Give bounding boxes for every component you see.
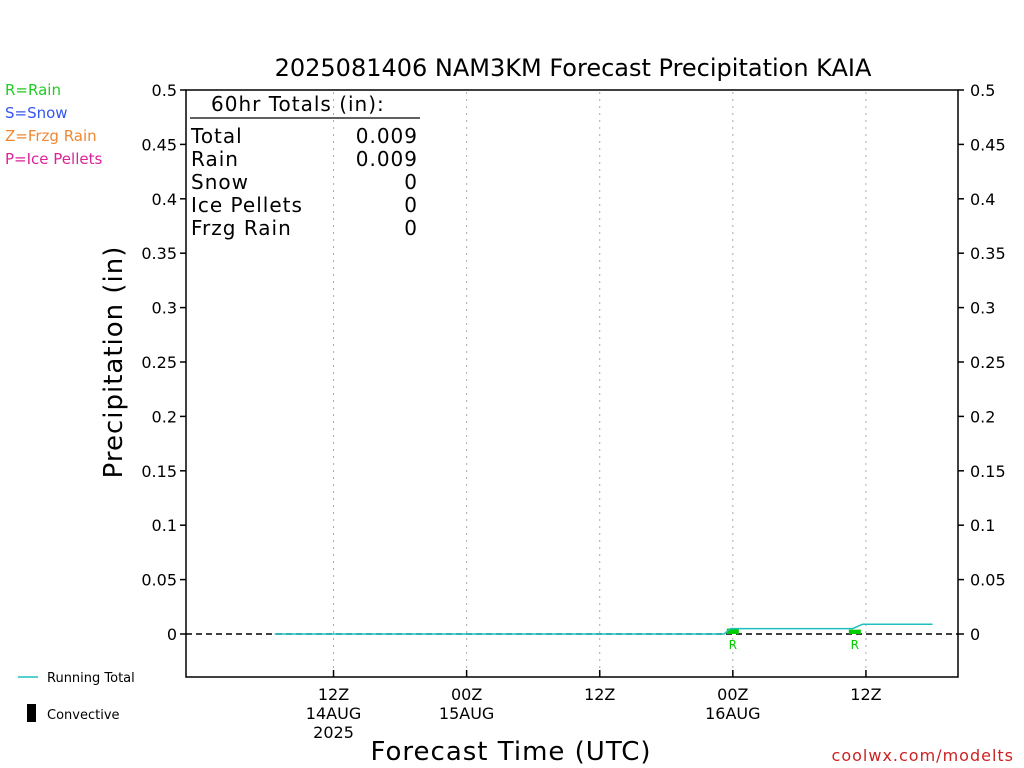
running-total-line: [274, 623, 933, 635]
x-tick-label: 12Z: [584, 685, 615, 704]
totals-row-value: 0: [404, 216, 418, 240]
y-tick-label-right: 0.15: [970, 462, 1006, 481]
y-axis-label: Precipitation (in): [99, 246, 129, 479]
y-tick-label-right: 0.4: [970, 190, 995, 209]
y-tick-label-left: 0: [167, 625, 177, 644]
legend-frzg-rain: Z=Frzg Rain: [5, 127, 97, 145]
y-tick-label-right: 0.25: [970, 353, 1006, 372]
totals-row-value: 0.009: [356, 147, 418, 171]
y-tick-label-left: 0.45: [141, 135, 177, 154]
x-tick-date-label: 16AUG: [705, 704, 760, 723]
totals-box: 60hr Totals (in): Total 0.009 Rain 0.009 Sno…: [190, 92, 420, 240]
y-tick-label-left: 0.1: [152, 516, 177, 535]
chart-title: 2025081406 NAM3KM Forecast Precipitation…: [275, 54, 872, 82]
totals-rows: Total 0.009 Rain 0.009 Snow 0 Ice Pellets 0 Frzg…: [190, 124, 418, 240]
x-axis-label: Forecast Time (UTC): [370, 737, 651, 767]
totals-row-label: Total: [190, 124, 243, 148]
legend-snow: S=Snow: [5, 104, 68, 122]
rain-bar: [848, 629, 861, 634]
rain-bar: [726, 628, 739, 634]
totals-row-label: Frzg Rain: [191, 216, 292, 240]
y-tick-label-right: 0.1: [970, 516, 995, 535]
precip-type-label: R: [729, 638, 737, 652]
running-total-legend-label: Running Total: [47, 671, 135, 686]
totals-row-value: 0.009: [356, 124, 418, 148]
y-tick-label-left: 0.35: [141, 244, 177, 263]
totals-row-value: 0: [404, 193, 418, 217]
y-tick-label-right: 0: [970, 625, 980, 644]
x-tick-label: 12Z: [318, 685, 349, 704]
convective-legend-label: Convective: [47, 708, 120, 723]
x-tick-label: 12Z: [850, 685, 881, 704]
x-tick-date-label: 15AUG: [439, 704, 494, 723]
x-tick-label: 00Z: [717, 685, 748, 704]
running-total-series: [274, 623, 933, 635]
y-tick-label-right: 0.05: [970, 571, 1006, 590]
x-tick-date-label: 14AUG: [306, 704, 361, 723]
y-tick-label-left: 0.4: [152, 190, 177, 209]
y-tick-label-left: 0.2: [152, 407, 177, 426]
y-tick-label-left: 0.15: [141, 462, 177, 481]
y-tick-label-left: 0.25: [141, 353, 177, 372]
totals-row-label: Ice Pellets: [191, 193, 303, 217]
y-axis-right: 0 0.05 0.1 0.15 0.2 0.25 0.3 0.35 0.4 0.45 0.5: [958, 81, 1006, 644]
totals-row-label: Snow: [191, 170, 249, 194]
y-axis-left: 0 0.05 0.1 0.15 0.2 0.25 0.3 0.35 0.4 0.45 0.5: [141, 81, 186, 644]
y-tick-label-right: 0.3: [970, 299, 995, 318]
y-tick-label-left: 0.05: [141, 571, 177, 590]
y-tick-label-left: 0.5: [152, 81, 177, 100]
totals-header: 60hr Totals (in):: [211, 92, 385, 116]
y-tick-label-right: 0.2: [970, 407, 995, 426]
y-tick-label-right: 0.5: [970, 81, 995, 100]
plot-frame: [185, 89, 959, 678]
legend-rain: R=Rain: [5, 81, 61, 99]
x-tick-label: 00Z: [451, 685, 482, 704]
precip-type-label: R: [851, 638, 859, 652]
legend-ice-pellets: P=Ice Pellets: [5, 150, 103, 168]
y-tick-label-right: 0.35: [970, 244, 1006, 263]
y-tick-label-right: 0.45: [970, 135, 1006, 154]
convective-legend-swatch: [27, 704, 36, 722]
x-tick-year-label: 2025: [313, 723, 354, 742]
credit-text: coolwx.com/modelts: [832, 746, 1014, 765]
totals-row-label: Rain: [191, 147, 239, 171]
y-tick-label-left: 0.3: [152, 299, 177, 318]
totals-row-value: 0: [404, 170, 418, 194]
